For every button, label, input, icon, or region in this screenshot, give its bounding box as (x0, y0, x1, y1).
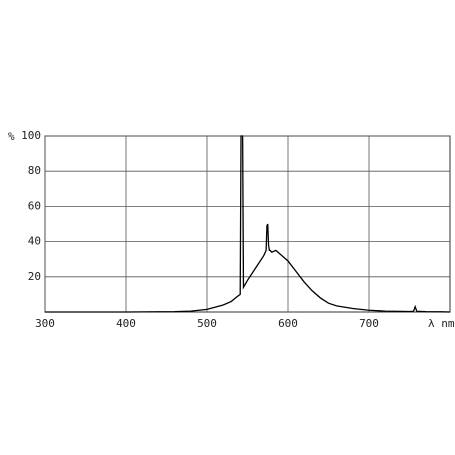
x-tick-label: 400 (116, 317, 136, 330)
plot-frame (44, 135, 451, 313)
y-axis-label: % (8, 130, 15, 143)
x-axis-label: λ nm (428, 317, 455, 330)
y-tick-label: 100 (21, 129, 41, 142)
y-tick-label: 80 (28, 164, 41, 177)
y-tick-label: 60 (28, 199, 41, 212)
y-tick-label: 20 (28, 270, 41, 283)
data-line (45, 135, 451, 313)
x-tick-label: 700 (359, 317, 379, 330)
x-tick-label: 600 (278, 317, 298, 330)
x-tick-label: 300 (35, 317, 55, 330)
y-tick-label: 40 (28, 235, 41, 248)
x-tick-label: 500 (197, 317, 217, 330)
